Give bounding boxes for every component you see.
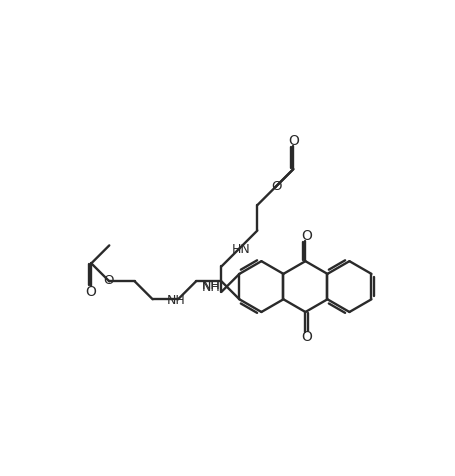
Text: HN: HN (231, 243, 250, 256)
Text: O: O (85, 285, 96, 298)
Text: O: O (271, 180, 282, 193)
Text: NH: NH (201, 281, 220, 294)
Text: NH: NH (201, 279, 220, 292)
Text: O: O (300, 229, 311, 243)
Text: O: O (288, 134, 299, 148)
Text: O: O (300, 330, 311, 345)
Text: NH: NH (167, 294, 186, 307)
Text: O: O (103, 274, 113, 287)
